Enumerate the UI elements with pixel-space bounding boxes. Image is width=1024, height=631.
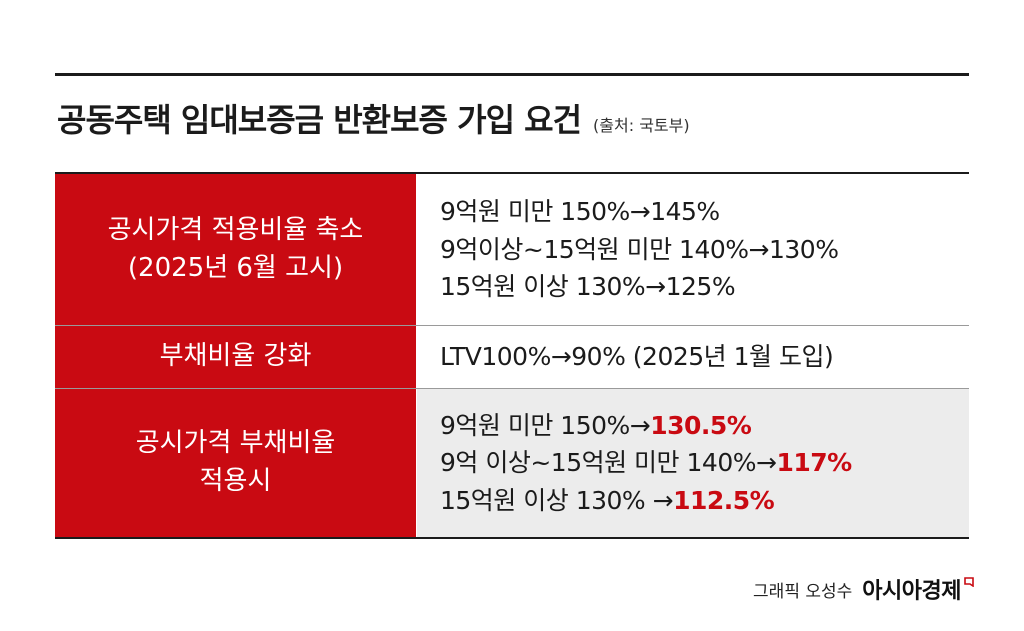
- table-row: 공시가격 적용비율 축소 (2025년 6월 고시) 9억원 미만 150%→1…: [55, 174, 969, 325]
- value-text: LTV100%→90% (2025년 1월 도입): [440, 342, 834, 372]
- source-note: (출처: 국토부): [593, 116, 690, 135]
- value-line: 15억원 이상 130% →112.5%: [440, 482, 969, 520]
- title-row: 공동주택 임대보증금 반환보증 가입 요건 (출처: 국토부): [57, 95, 967, 143]
- top-rule: [55, 73, 969, 76]
- row-value: 9억원 미만 150%→145% 9억이상~15억원 미만 140%→130% …: [417, 174, 969, 325]
- highlight-value: 130.5%: [650, 410, 752, 440]
- graphic-credit: 그래픽 오성수: [753, 581, 853, 602]
- value-text: 9억 이상~15억원 미만 140%→: [440, 448, 777, 478]
- value-line: 9억이상~15억원 미만 140%→130%: [440, 231, 969, 269]
- value-text: 9억원 미만 150%→145%: [440, 197, 720, 227]
- value-text: 15억원 이상 130% →: [440, 485, 674, 515]
- requirements-table: 공시가격 적용비율 축소 (2025년 6월 고시) 9억원 미만 150%→1…: [55, 172, 969, 539]
- row-value: LTV100%→90% (2025년 1월 도입): [417, 326, 969, 388]
- brand-logo: 아시아경제: [862, 579, 961, 604]
- row-label-line: 적용시: [199, 466, 272, 496]
- row-label-line: 공시가격 적용비율 축소: [107, 214, 364, 245]
- table-row: 부채비율 강화 LTV100%→90% (2025년 1월 도입): [55, 325, 969, 388]
- row-label: 부채비율 강화: [55, 326, 417, 388]
- row-label: 공시가격 부채비율 적용시: [55, 389, 417, 537]
- value-line: 9억 이상~15억원 미만 140%→117%: [440, 444, 969, 482]
- row-label-line: (2025년 6월 고시): [127, 252, 344, 283]
- row-label-line: 공시가격 부채비율: [135, 428, 336, 459]
- value-line: 15억원 이상 130%→125%: [440, 268, 969, 306]
- value-line: 9억원 미만 150%→145%: [440, 193, 969, 231]
- value-text: 9억원 미만 150%→: [440, 410, 651, 440]
- credit-line: 그래픽 오성수 아시아경제: [600, 574, 974, 604]
- row-label-line: 부채비율 강화: [159, 341, 312, 372]
- row-label: 공시가격 적용비율 축소 (2025년 6월 고시): [55, 174, 417, 325]
- logo-mark-icon: [964, 572, 974, 591]
- row-value: 9억원 미만 150%→130.5% 9억 이상~15억원 미만 140%→11…: [417, 389, 969, 537]
- highlight-value: 117%: [776, 448, 852, 478]
- page-title: 공동주택 임대보증금 반환보증 가입 요건: [57, 101, 582, 139]
- value-line: 9억원 미만 150%→130.5%: [440, 407, 969, 445]
- value-text: 15억원 이상 130%→125%: [440, 272, 736, 302]
- table-row: 공시가격 부채비율 적용시 9억원 미만 150%→130.5% 9억 이상~1…: [55, 388, 969, 537]
- highlight-value: 112.5%: [673, 485, 775, 515]
- value-text: 9억이상~15억원 미만 140%→130%: [440, 234, 839, 264]
- value-line: LTV100%→90% (2025년 1월 도입): [440, 338, 969, 376]
